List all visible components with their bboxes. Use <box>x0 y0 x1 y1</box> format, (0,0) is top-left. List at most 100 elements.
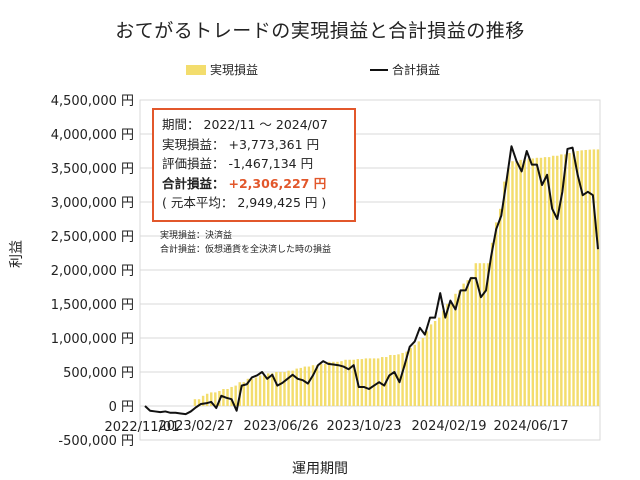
legend-bar-swatch <box>186 64 206 75</box>
bar <box>551 155 555 406</box>
x-tick-label: 2022/11/01 <box>105 420 180 435</box>
bar <box>556 155 559 406</box>
y-tick-label: 1,000,000 円 <box>51 332 134 347</box>
unrealized-value: -1,467,134 円 <box>228 156 314 171</box>
bar <box>348 359 351 406</box>
y-tick-label: 0 円 <box>109 400 134 415</box>
bar <box>576 151 579 406</box>
chart-title: おてがるトレードの実現損益と合計損益の推移 <box>115 20 525 42</box>
y-tick-label: 3,500,000 円 <box>51 162 134 177</box>
bar <box>588 149 592 406</box>
bar <box>584 149 587 407</box>
bar <box>197 399 201 406</box>
bar <box>311 365 315 406</box>
bar <box>324 363 327 406</box>
bar <box>328 361 331 406</box>
bar <box>499 208 502 406</box>
bar <box>393 355 396 406</box>
bar <box>291 370 294 406</box>
bar <box>596 149 600 406</box>
bar <box>531 158 535 406</box>
bar <box>437 317 441 406</box>
realized-value: +3,773,361 円 <box>228 136 320 152</box>
bar <box>315 365 319 406</box>
bar <box>429 324 433 406</box>
period-row: 期間： 2022/11 ～ 2024/07 <box>162 115 354 135</box>
bar <box>287 370 290 406</box>
bar <box>564 154 567 406</box>
bar <box>201 395 205 406</box>
bar <box>560 154 563 406</box>
y-tick-label: 500,000 円 <box>63 366 134 381</box>
realized-label: 実現損益： <box>162 136 225 152</box>
y-tick-label: 4,500,000 円 <box>51 94 134 109</box>
bar <box>210 392 213 406</box>
legend: 実現損益 合計損益 <box>0 61 640 77</box>
legend-label-total: 合計損益 <box>392 63 441 77</box>
bar <box>515 161 518 406</box>
bar <box>360 359 364 406</box>
bar <box>568 153 571 406</box>
bar <box>389 355 392 406</box>
bar <box>214 392 217 406</box>
bar <box>482 263 486 406</box>
principal-row: ( 元本平均： 2,949,425 円 ) <box>162 195 327 210</box>
y-axis-title: 利益 <box>9 240 25 268</box>
bar <box>299 367 303 406</box>
bar <box>409 348 412 406</box>
total-value: +2,306,227 円 <box>228 175 327 191</box>
summary-box: 期間： 2022/11 ～ 2024/07 実現損益： +3,773,361 円… <box>152 108 356 222</box>
bar <box>319 363 323 406</box>
x-axis-title: 運用期間 <box>292 461 348 477</box>
unrealized-row: 評価損益： -1,467,134 円 <box>162 154 354 174</box>
bar <box>527 158 530 406</box>
bar <box>352 359 355 406</box>
bar <box>242 382 246 406</box>
bar <box>458 290 461 406</box>
bar <box>413 344 416 406</box>
bar <box>547 157 551 406</box>
bar <box>193 399 197 406</box>
bar <box>507 168 510 406</box>
total-row: 合計損益： +2,306,227 円 <box>162 174 354 194</box>
bar <box>205 393 209 406</box>
bar <box>539 157 543 406</box>
legend-item-total: 合計損益 <box>370 61 440 78</box>
y-tick-label: 1,500,000 円 <box>51 298 134 313</box>
bar <box>454 293 457 406</box>
bar <box>234 385 237 406</box>
bar <box>372 358 376 406</box>
bar <box>336 361 339 406</box>
bar <box>267 373 270 406</box>
bar <box>494 222 498 406</box>
bar <box>283 372 286 406</box>
note-realized: 実現損益：決済益 <box>160 231 233 241</box>
bar <box>470 276 473 406</box>
bar <box>307 366 311 406</box>
bar <box>519 159 522 406</box>
bar <box>511 161 514 406</box>
bar <box>344 359 347 406</box>
bar <box>462 283 465 406</box>
y-tick-label: 3,000,000 円 <box>51 196 134 211</box>
legend-label-realized: 実現損益 <box>210 63 259 77</box>
bar <box>572 151 575 406</box>
note-total: 合計損益：仮想通貨を全決済した時の損益 <box>160 245 332 255</box>
bar <box>340 361 343 406</box>
realized-row: 実現損益： +3,773,361 円 <box>162 135 354 155</box>
period-value: 2022/11 ～ 2024/07 <box>203 117 328 132</box>
bar <box>580 150 583 406</box>
bar <box>401 352 404 406</box>
bar <box>368 358 372 406</box>
bar <box>535 157 539 406</box>
unrealized-label: 評価損益： <box>162 156 225 171</box>
bar <box>425 331 429 406</box>
period-label: 期間： <box>162 117 200 132</box>
y-tick-label: 2,000,000 円 <box>51 264 134 279</box>
bar <box>271 373 274 406</box>
y-tick-label: -500,000 円 <box>58 434 134 449</box>
bar <box>592 149 596 406</box>
bar <box>417 341 421 406</box>
series-line-total <box>144 145 599 416</box>
